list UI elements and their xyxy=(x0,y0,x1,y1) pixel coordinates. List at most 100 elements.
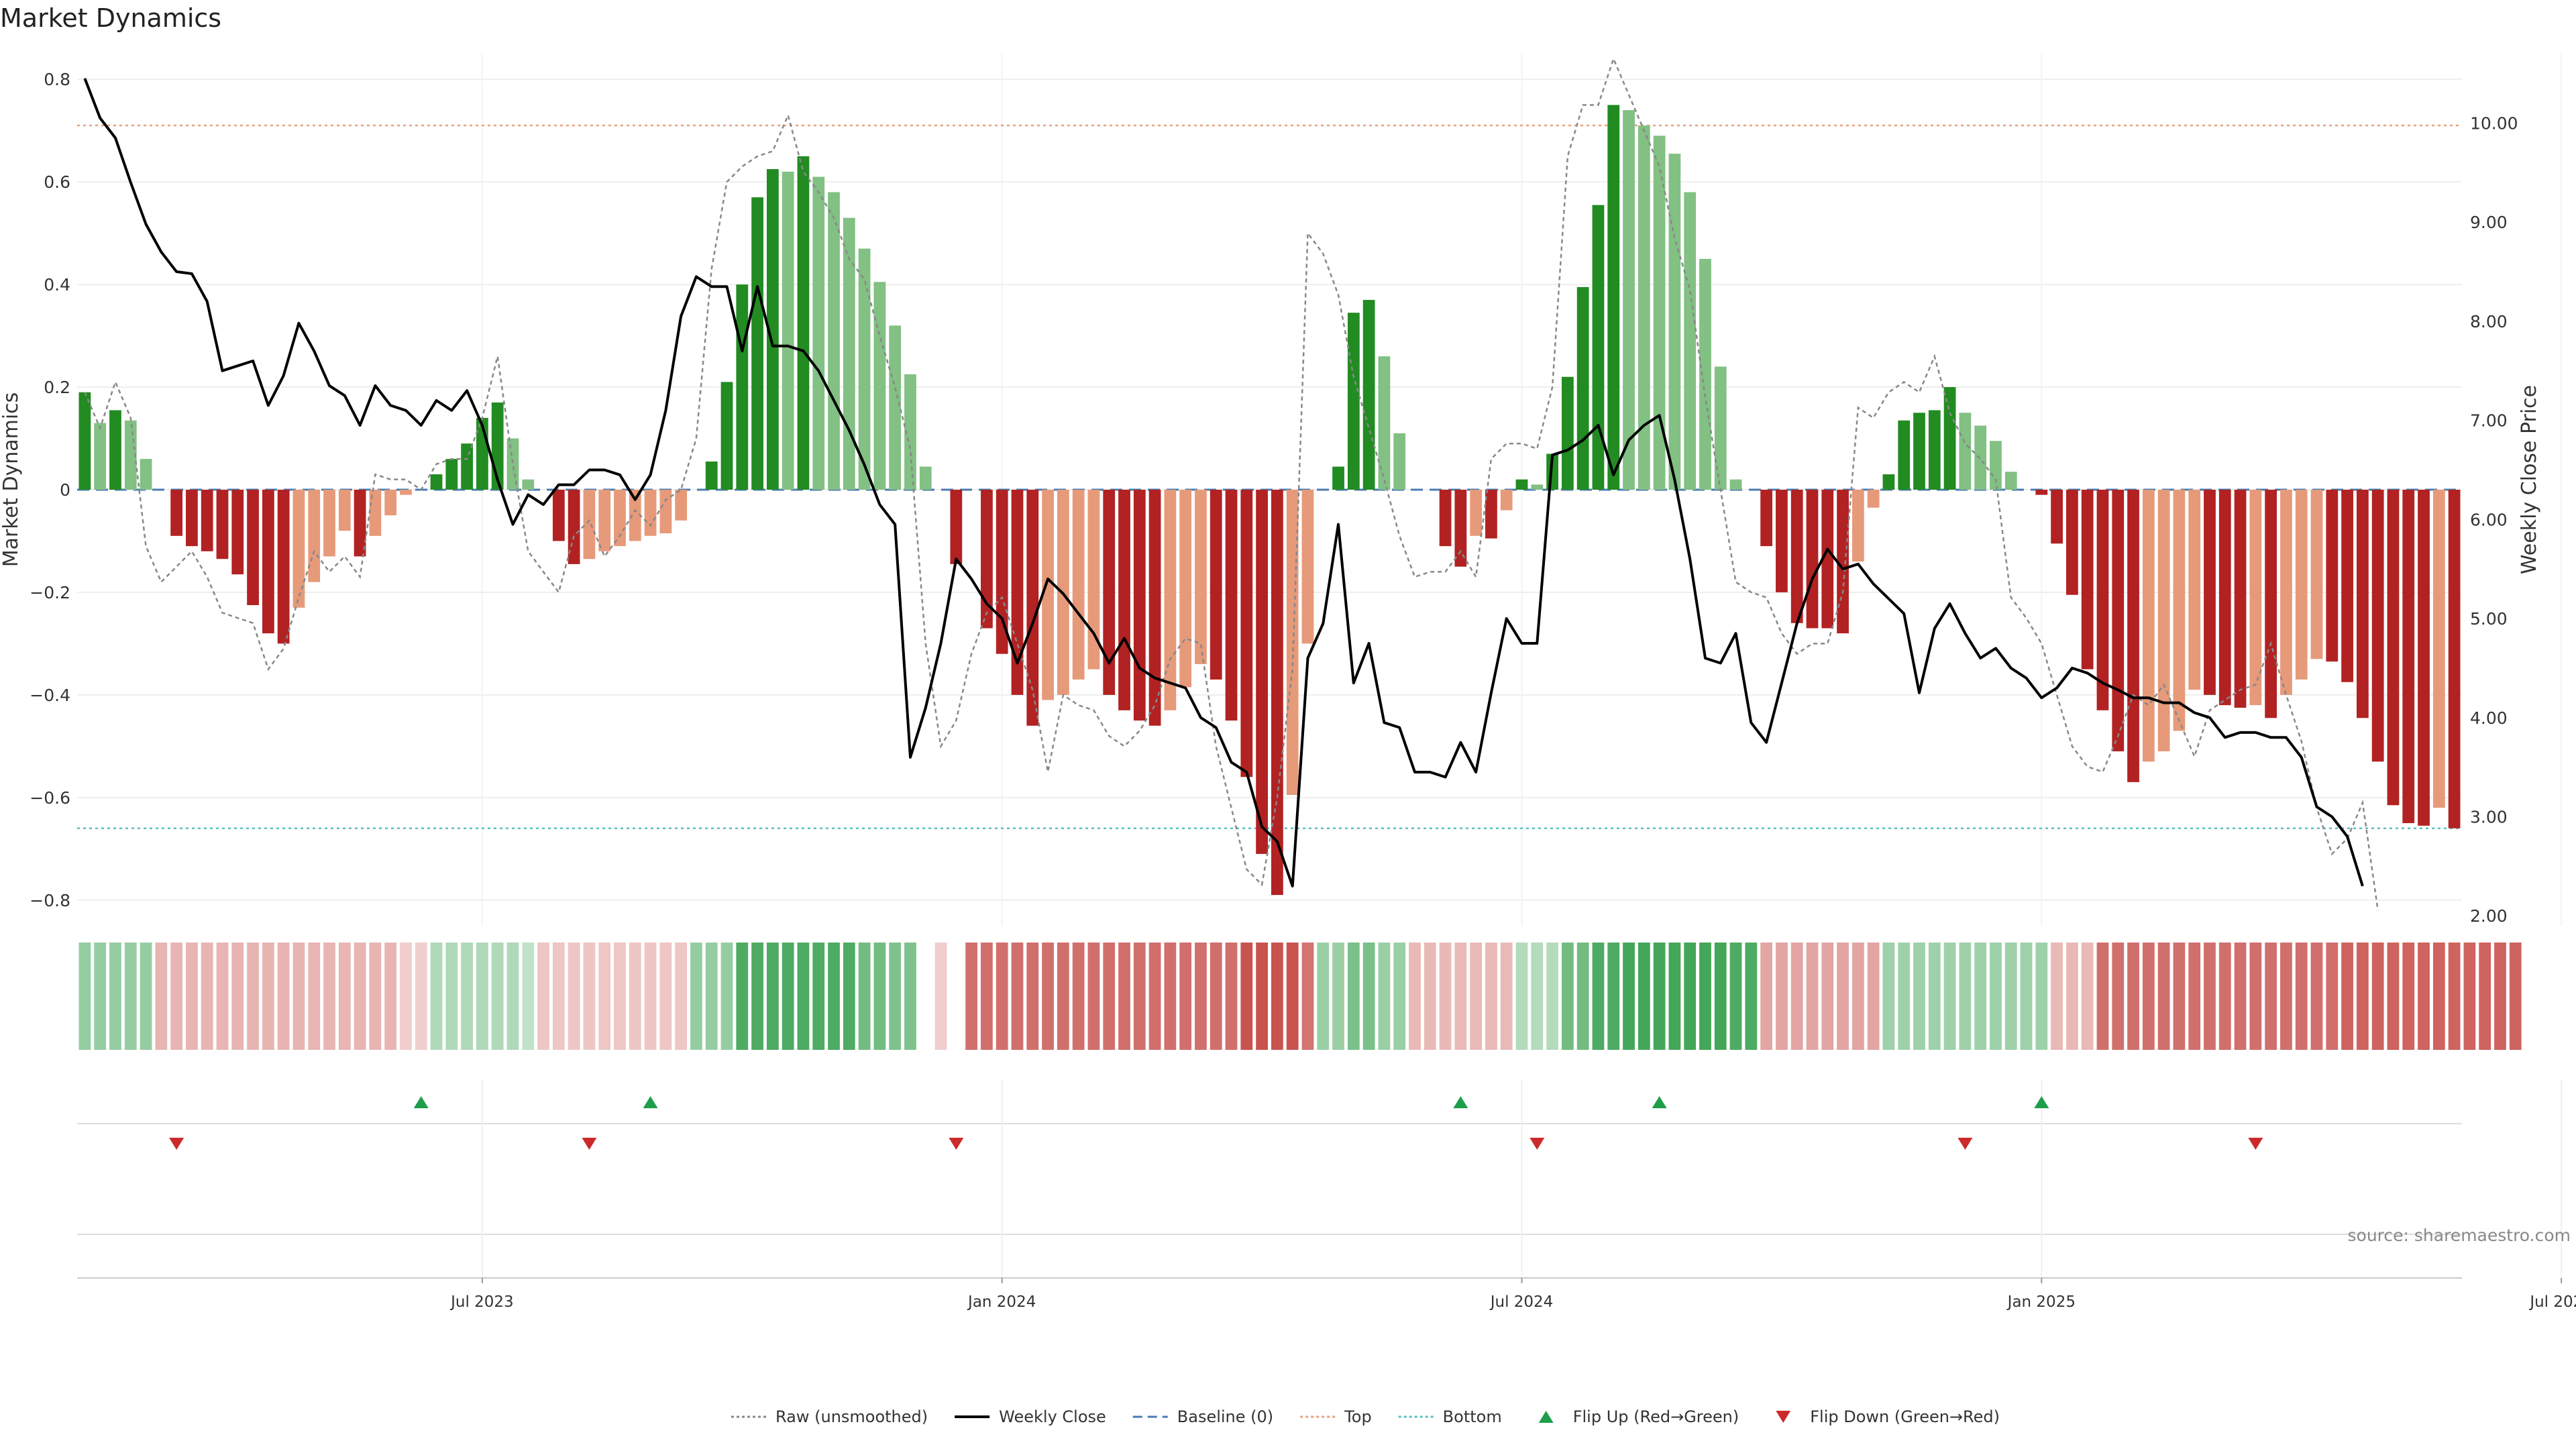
bar xyxy=(2432,490,2445,808)
bar xyxy=(1699,258,1711,490)
x-tick-label: Jul 2025 xyxy=(2528,1293,2576,1311)
heat-cell xyxy=(2432,943,2445,1050)
bar xyxy=(675,490,688,521)
y2-tick-label: 8.00 xyxy=(2470,312,2508,331)
bar xyxy=(919,466,932,490)
bar xyxy=(2173,490,2186,731)
heat-cell xyxy=(996,943,1008,1050)
heat-cell xyxy=(629,943,641,1050)
heat-cell xyxy=(1271,943,1283,1050)
heat-cell xyxy=(1943,943,1956,1050)
heat-cell xyxy=(1103,943,1116,1050)
heat-cell xyxy=(124,943,137,1050)
bar xyxy=(1776,490,1788,592)
heat-cell xyxy=(1042,943,1054,1050)
bar xyxy=(2188,490,2201,690)
flip-down-marker xyxy=(2248,1138,2263,1150)
heat-cell xyxy=(506,943,519,1050)
heat-cell xyxy=(1515,943,1528,1050)
bar xyxy=(1913,413,1925,490)
heat-cell xyxy=(277,943,290,1050)
heat-cell xyxy=(2356,943,2369,1050)
bar xyxy=(1470,490,1483,536)
bar xyxy=(659,490,672,533)
bar xyxy=(1454,490,1467,567)
bar xyxy=(583,490,596,559)
heat-cell xyxy=(2234,943,2247,1050)
bar xyxy=(231,490,244,575)
bar xyxy=(1271,490,1283,896)
y2-tick-label: 6.00 xyxy=(2470,510,2508,529)
heat-cell xyxy=(614,943,626,1050)
heat-cell xyxy=(2096,943,2109,1050)
heat-cell xyxy=(1454,943,1467,1050)
heat-cell xyxy=(2188,943,2201,1050)
heat-cell xyxy=(308,943,321,1050)
bar xyxy=(2035,490,2048,495)
x-tick-label: Jul 2023 xyxy=(449,1293,514,1311)
bar xyxy=(981,490,993,629)
bar xyxy=(109,410,121,490)
heat-cell xyxy=(1760,943,1773,1050)
heat-cell xyxy=(934,943,947,1050)
raw-line-series xyxy=(84,56,2379,911)
heat-cell xyxy=(1607,943,1620,1050)
heat-cell xyxy=(2326,943,2339,1050)
heat-cell xyxy=(1959,943,1972,1050)
heat-cell xyxy=(858,943,871,1050)
heat-cell xyxy=(1179,943,1192,1050)
bar xyxy=(1790,490,1803,623)
heat-cell xyxy=(1026,943,1039,1050)
bar xyxy=(1225,490,1238,721)
bar xyxy=(216,490,229,559)
bar xyxy=(2371,490,2384,762)
bar xyxy=(1256,490,1268,854)
bar xyxy=(1332,466,1344,490)
bar xyxy=(262,490,274,634)
y2-tick-label: 2.00 xyxy=(2470,906,2508,926)
heat-cell xyxy=(1301,943,1314,1050)
bar xyxy=(2112,490,2125,751)
y-tick-label: −0.2 xyxy=(30,583,70,602)
heat-cell xyxy=(981,943,993,1050)
weekly-close-line xyxy=(83,78,2364,888)
bar xyxy=(308,490,321,582)
bar xyxy=(873,282,886,490)
bar xyxy=(996,490,1008,654)
bar xyxy=(2402,490,2415,824)
bar xyxy=(1148,490,1161,726)
heat-cell xyxy=(568,943,580,1050)
heat-cell xyxy=(1256,943,1268,1050)
heat-cell xyxy=(1011,943,1024,1050)
raw-line xyxy=(84,56,2379,911)
bar xyxy=(1851,490,1864,562)
bar xyxy=(1990,441,2002,490)
heat-cell xyxy=(1898,943,1911,1050)
y-tick-label: 0.8 xyxy=(44,70,70,89)
heat-cell xyxy=(797,943,810,1050)
heat-cell xyxy=(1240,943,1253,1050)
flip-down-marker xyxy=(582,1138,597,1150)
source-credit: source: sharemaestro.com xyxy=(2348,1226,2571,1245)
heat-cell xyxy=(2249,943,2262,1050)
heat-cell xyxy=(1317,943,1330,1050)
heat-cell xyxy=(1424,943,1436,1050)
heat-cell xyxy=(1668,943,1681,1050)
heat-cell xyxy=(1561,943,1574,1050)
bar xyxy=(1347,313,1360,490)
bar xyxy=(2265,490,2277,718)
heat-cell xyxy=(155,943,168,1050)
heat-cell xyxy=(1592,943,1605,1050)
heat-cell xyxy=(400,943,412,1050)
heat-cell xyxy=(2142,943,2155,1050)
legend-item: Raw (unsmoothed) xyxy=(731,1407,928,1426)
heat-cell xyxy=(1485,943,1497,1050)
heat-cell xyxy=(491,943,504,1050)
bar xyxy=(1179,490,1192,688)
heat-cell xyxy=(1057,943,1069,1050)
heat-cell xyxy=(430,943,443,1050)
x-tick-label: Jan 2024 xyxy=(967,1293,1036,1311)
y2-axis-title: Weekly Close Price xyxy=(2518,385,2541,574)
flip-up-marker xyxy=(2034,1096,2049,1108)
legend-item: Weekly Close xyxy=(955,1407,1106,1426)
